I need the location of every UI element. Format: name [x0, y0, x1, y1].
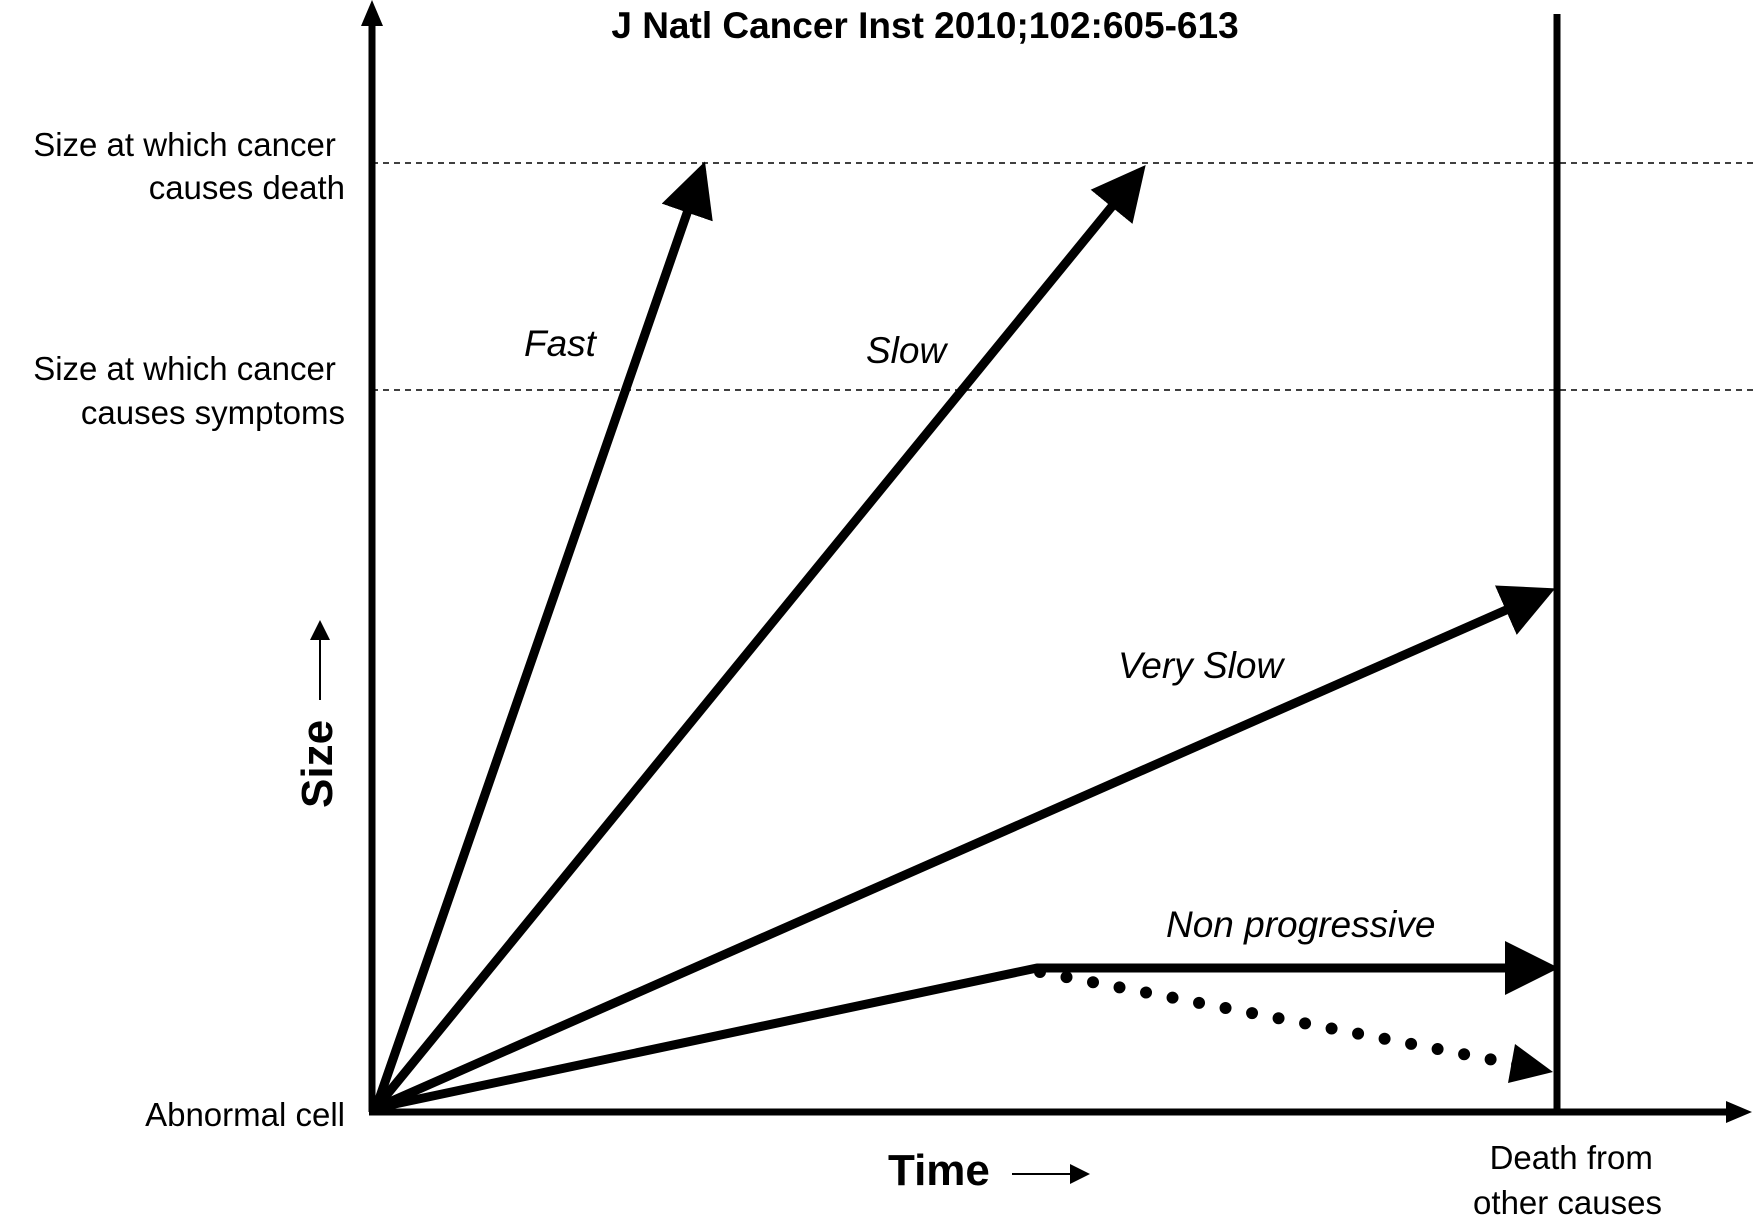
- slow-label: Slow: [866, 330, 948, 371]
- x-axis-name: Time: [888, 1146, 990, 1195]
- symptoms-size-label: Size at which cancer causes symptoms: [33, 350, 345, 431]
- abnormal-cell-label: Abnormal cell: [145, 1096, 345, 1133]
- very-slow-label: Very Slow: [1118, 645, 1285, 686]
- y-axis-arrowhead: [361, 0, 383, 26]
- non-progressive-initial-growth: [371, 963, 1042, 1113]
- y-axis-name: Size: [293, 720, 342, 808]
- fast-label: Fast: [524, 323, 598, 364]
- fast-growth-arrow: [371, 161, 713, 1110]
- regressive-dotted-arrow: [1034, 966, 1531, 1072]
- symptoms-size-label-line1: Size at which cancer: [33, 350, 336, 387]
- diagram-title: J Natl Cancer Inst 2010;102:605-613: [611, 5, 1238, 46]
- other-causes-label: Death from other causes: [1473, 1139, 1662, 1221]
- death-size-label: Size at which cancer causes death: [33, 126, 345, 206]
- slow-growth-arrow: [372, 165, 1146, 1111]
- symptoms-size-label-line2: causes symptoms: [81, 394, 345, 431]
- other-causes-label-line2: other causes: [1473, 1184, 1662, 1221]
- very-slow-growth-arrow: [374, 585, 1556, 1113]
- non-progressive-label: Non progressive: [1166, 904, 1435, 945]
- death-size-label-line1: Size at which cancer: [33, 126, 336, 163]
- regressive-arrowhead: [1508, 1044, 1553, 1083]
- other-causes-label-line1: Death from: [1490, 1139, 1653, 1176]
- x-axis-arrowhead: [1726, 1101, 1752, 1123]
- death-size-label-line2: causes death: [149, 169, 345, 206]
